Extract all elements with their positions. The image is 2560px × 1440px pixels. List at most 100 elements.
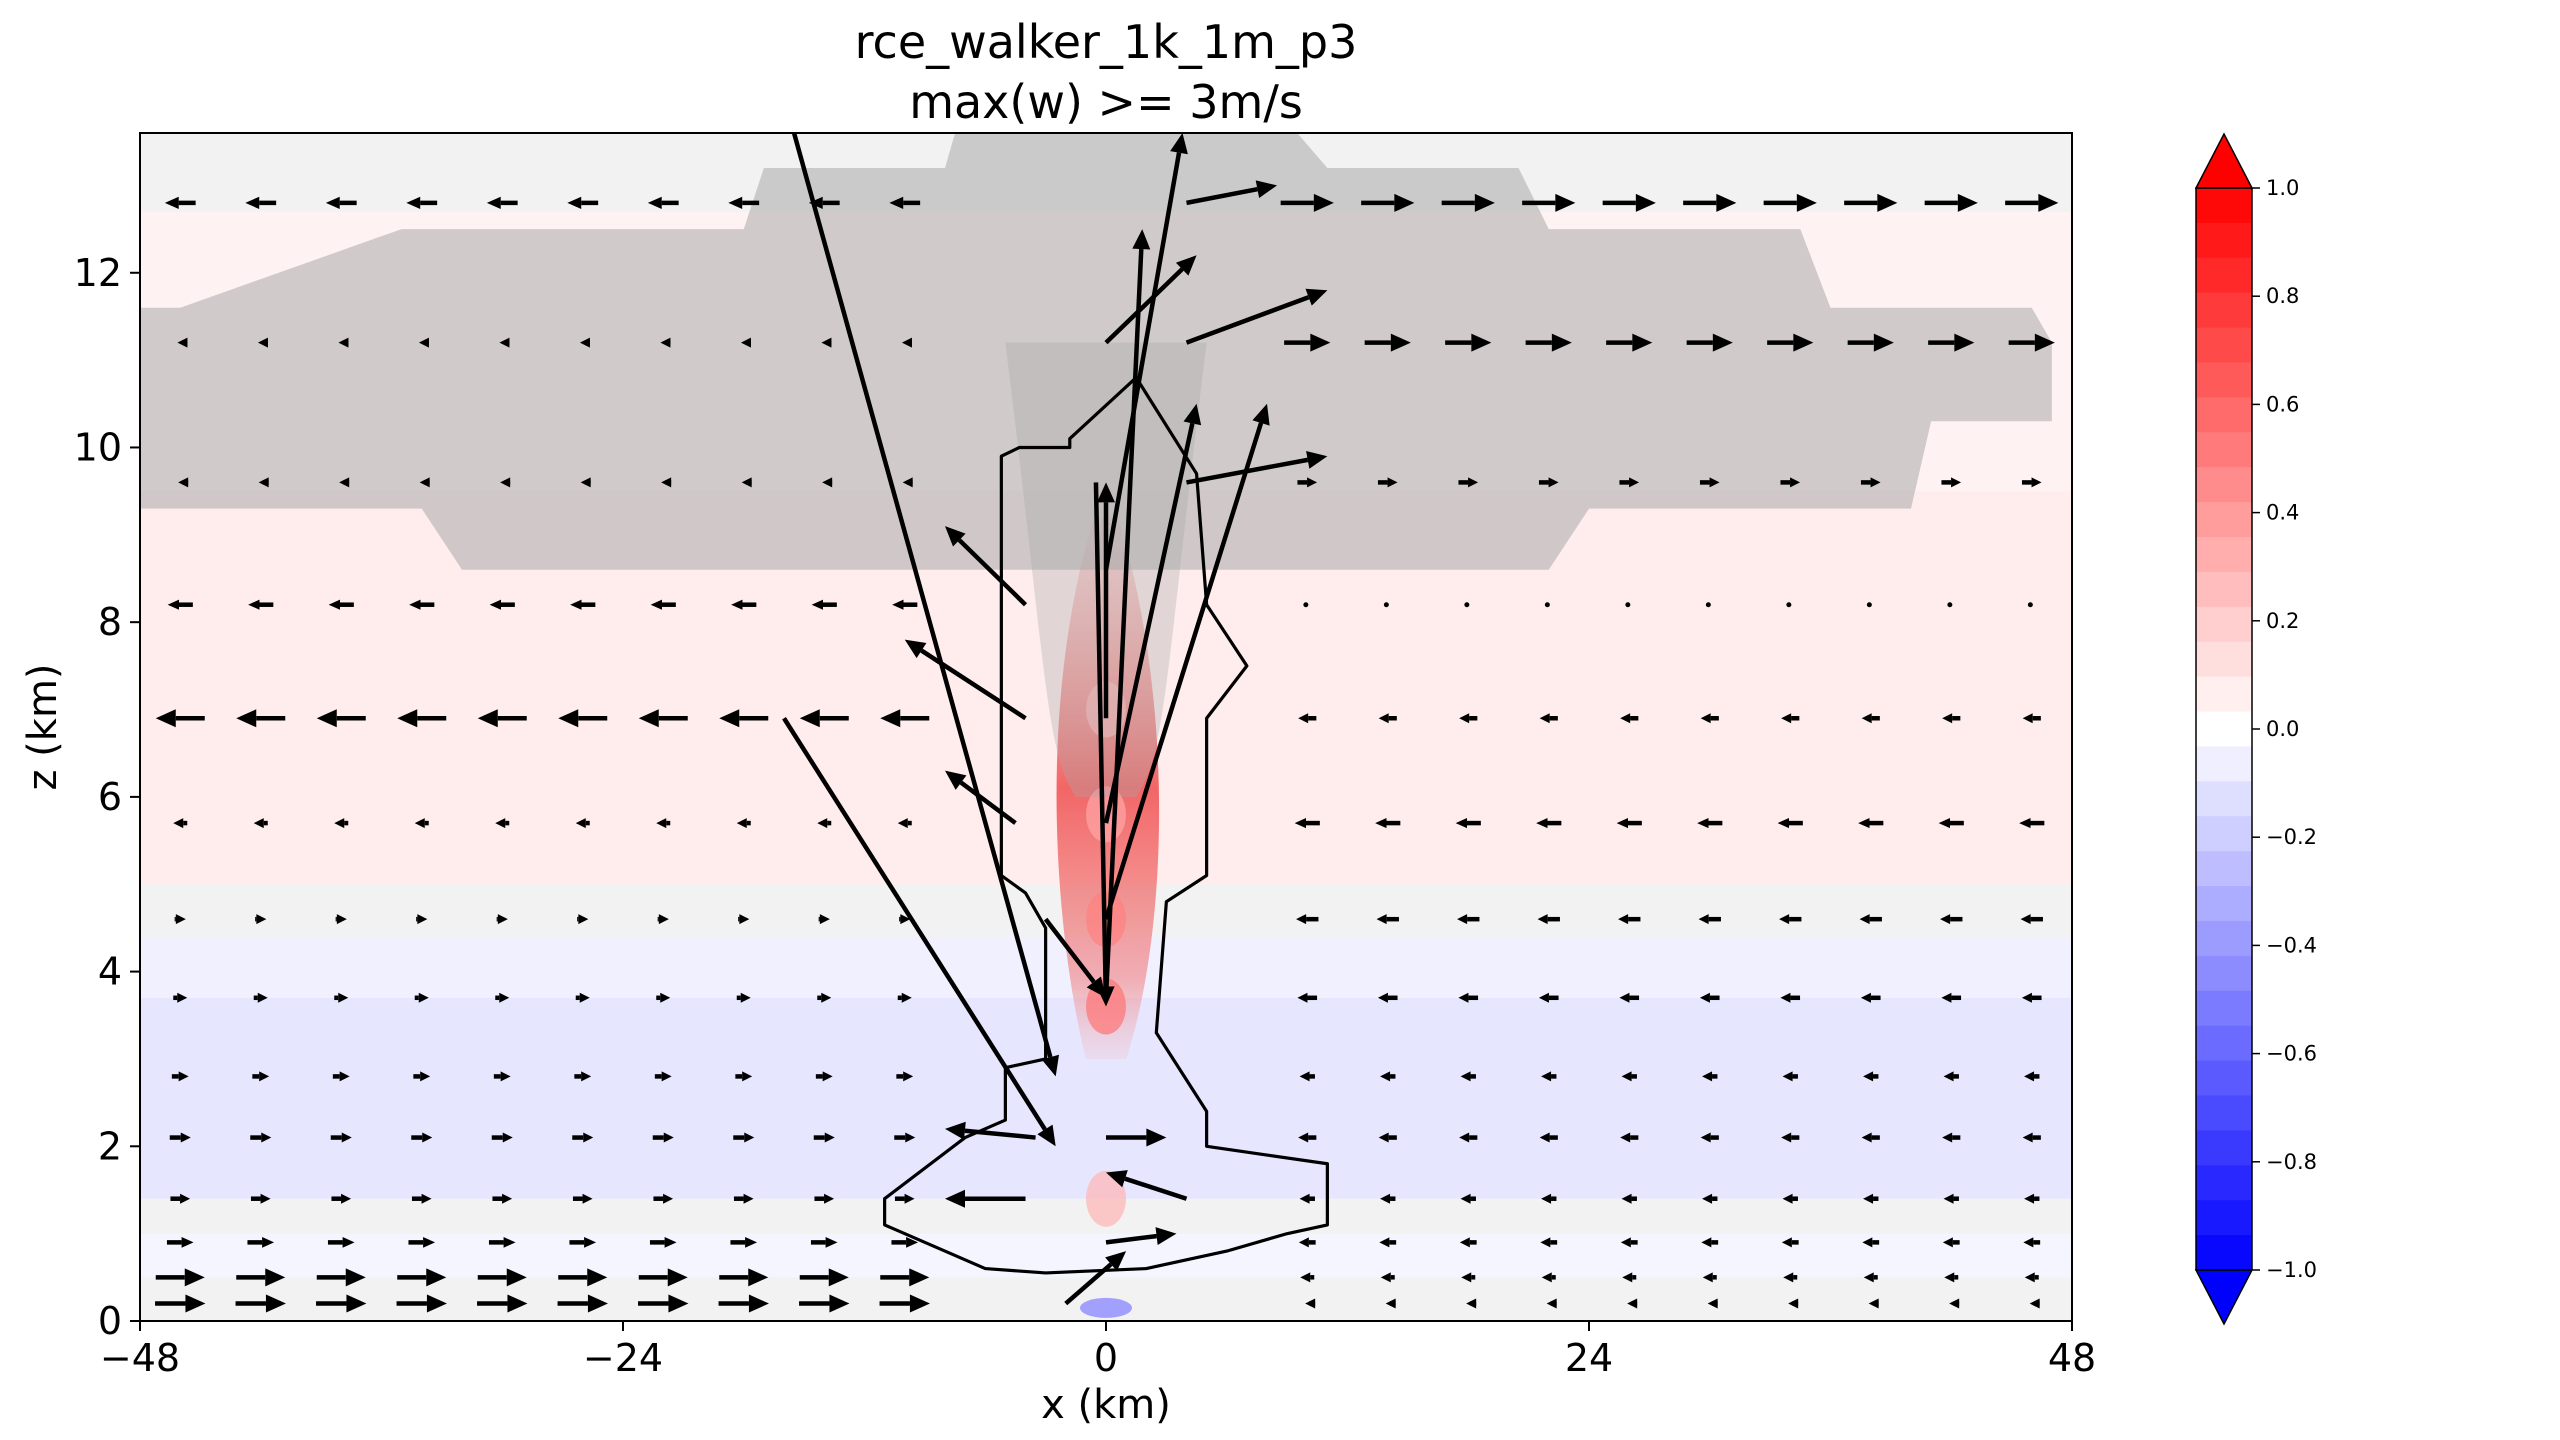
wind-vector (1458, 477, 1479, 488)
wind-vector-head (1387, 477, 1398, 488)
wind-vector (477, 1268, 527, 1287)
wind-vector (1541, 1193, 1557, 1204)
wind-vector-head (904, 1193, 915, 1204)
wind-vector-head (1627, 1298, 1638, 1309)
wind-vector-head (257, 337, 268, 348)
wind-vector (1698, 914, 1721, 925)
wind-vector-head (1536, 818, 1548, 829)
wind-vector-head (808, 196, 823, 210)
wind-vector (1868, 1298, 1879, 1309)
wind-vector-head (1870, 477, 1881, 488)
wind-vector-head (507, 1294, 528, 1313)
wind-vector (1621, 1193, 1637, 1204)
wind-vector-head (1716, 193, 1737, 212)
wind-vector-head (1305, 1298, 1316, 1309)
y-tick-label: 12 (74, 251, 122, 295)
wind-vectors (155, 133, 2059, 1313)
wind-vector (653, 1193, 674, 1204)
wind-vector-head (328, 599, 340, 610)
wind-vector (493, 1071, 511, 1082)
wind-vector (1861, 713, 1880, 724)
wind-vector-long (1103, 403, 1270, 920)
wind-vector (660, 337, 671, 348)
wind-vector (649, 1237, 677, 1248)
wind-vector (2019, 818, 2045, 829)
wind-vector (580, 477, 591, 488)
wind-vector-head (185, 1294, 206, 1313)
wind-vector-head (825, 1237, 838, 1248)
wind-vector (486, 196, 518, 210)
wind-vector-head (570, 599, 582, 610)
wind-vector (1459, 1237, 1477, 1248)
wind-vector (558, 709, 608, 728)
wind-vector-head (1455, 818, 1467, 829)
wind-vector (330, 1132, 352, 1143)
wind-vector-head (1252, 403, 1270, 426)
wind-vector (1783, 1272, 1798, 1283)
wind-vector (2024, 1193, 2040, 1204)
wind-vector-head (824, 1193, 835, 1204)
wind-vector (897, 818, 912, 829)
wind-vector-head (1457, 914, 1468, 925)
colorbar-level (2196, 432, 2252, 468)
wind-vector (736, 818, 751, 829)
wind-vector (638, 709, 688, 728)
wind-vector-head (1942, 713, 1953, 724)
wind-vector-shaft (920, 648, 1027, 721)
wind-vector-head (945, 526, 966, 547)
wind-vector (1300, 1272, 1315, 1283)
wind-vector (1380, 1193, 1396, 1204)
wind-vector (1377, 992, 1398, 1003)
wind-vector (1942, 1132, 1961, 1143)
wind-vector-head (1942, 1237, 1953, 1248)
wind-vector (1377, 477, 1398, 488)
wind-vector-head (1712, 333, 1733, 352)
wind-vector-head (338, 337, 349, 348)
wind-vector-head (1943, 1071, 1954, 1082)
wind-vector (638, 1268, 688, 1287)
wind-vector-head (1861, 1132, 1872, 1143)
wind-vector-head (339, 1071, 350, 1082)
wind-vector-head (829, 1294, 850, 1313)
wind-vector-head (822, 477, 833, 488)
wind-vector-head (1170, 133, 1188, 155)
wind-vector-head (500, 1071, 511, 1082)
wind-vector-head (258, 477, 269, 488)
wind-vector (1844, 193, 1898, 212)
wind-vector (638, 1294, 689, 1313)
wind-vector-head (650, 599, 662, 610)
wind-vector (1943, 1193, 1959, 1204)
wind-vector-head (1037, 1124, 1056, 1147)
wind-vector-head (339, 477, 350, 488)
wind-vector-head (668, 1294, 689, 1313)
wind-vector-head (1938, 818, 1950, 829)
wind-vector-head (397, 709, 418, 728)
wind-vector (325, 196, 357, 210)
wind-vector (411, 1132, 433, 1143)
wind-vector (1788, 1298, 1799, 1309)
wind-vector-shaft (1185, 295, 1310, 345)
wind-vector-head (1781, 713, 1792, 724)
wind-vector-head (489, 599, 501, 610)
wind-vector (236, 1268, 286, 1287)
chart-subtitle: max(w) >= 3m/s (909, 75, 1303, 129)
wind-vector (235, 1294, 286, 1313)
wind-vector-head (423, 1237, 436, 1248)
colorbar-level (2196, 990, 2252, 1027)
wind-vector (1541, 1071, 1557, 1082)
wind-vector (1539, 713, 1558, 724)
wind-vector-head (1298, 713, 1309, 724)
wind-vector-head (661, 477, 672, 488)
wind-vector-head (2019, 818, 2031, 829)
colorbar-tick-label: 0.6 (2266, 392, 2299, 416)
wind-vector-head (248, 599, 260, 610)
wind-vector (1537, 914, 1560, 925)
wind-vector (253, 992, 268, 1003)
wind-vector-head (2031, 477, 2042, 488)
wind-vector-head (1942, 1132, 1953, 1143)
wind-vector (155, 709, 205, 728)
wind-vector-head (744, 1132, 755, 1143)
wind-vector-shaft (957, 538, 1028, 607)
wind-vector (1294, 818, 1320, 829)
